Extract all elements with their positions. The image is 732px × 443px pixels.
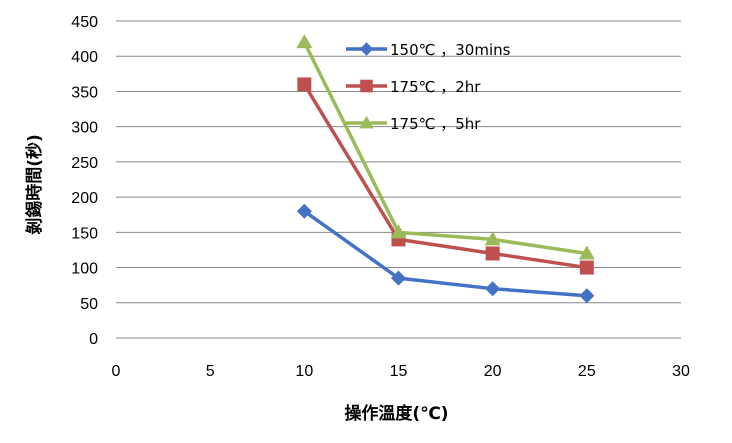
data-point [484,231,501,246]
x-tick-label: 30 [672,363,690,380]
data-point [579,260,594,275]
gridlines [116,20,681,304]
legend-item: 175℃ ，2hr [346,78,481,96]
x-axis-title: 操作溫度(℃) [344,403,448,424]
data-point [297,77,312,92]
data-point [485,281,501,297]
series-line [302,41,588,256]
legend-marker [359,115,374,129]
y-tick-label: 350 [71,84,98,101]
series-diamond [296,203,595,304]
legend-label: 175℃ ，2hr [390,78,481,96]
x-tick-label: 0 [112,363,121,380]
legend-item: 175℃ ，5hr [346,115,481,133]
x-tick-label: 10 [295,363,313,380]
y-tick-label: 150 [71,225,98,242]
y-tick-label: 450 [71,14,98,31]
series-group [296,34,595,304]
y-tick-label: 100 [71,261,98,278]
legend-marker [360,79,373,93]
data-point [296,203,312,219]
x-tick-labels: 0 5 10 15 20 25 30 [112,363,690,380]
data-point [578,245,595,260]
y-tick-label: 200 [71,190,98,207]
y-axis-title: 剝錫時間(秒) [24,134,45,235]
series-line [302,83,588,270]
data-point [391,270,406,286]
legend-item: 150℃ ，30mins [346,41,511,59]
y-tick-label: 300 [71,120,98,137]
x-tick-label: 20 [484,363,502,380]
data-point [296,34,313,49]
legend: 150℃ ，30mins 175℃ ，2hr 175℃ ，5hr [346,41,511,133]
legend-marker [359,42,374,56]
y-tick-labels: 0 50 100 150 200 250 300 350 400 450 [71,14,98,348]
data-point [579,288,595,304]
legend-label: 150℃ ，30mins [390,41,511,59]
y-tick-label: 400 [71,49,98,66]
x-tick-label: 15 [390,363,408,380]
data-point [390,224,407,239]
series-triangle [296,34,595,260]
data-point [485,246,500,261]
x-tick-label: 25 [578,363,596,380]
series-line [303,209,587,298]
series-square [297,77,594,275]
y-tick-label: 50 [80,296,98,313]
x-tick-label: 5 [206,363,215,380]
legend-label: 175℃ ，5hr [390,115,481,133]
y-tick-label: 250 [71,155,98,172]
y-tick-label: 0 [89,331,98,348]
